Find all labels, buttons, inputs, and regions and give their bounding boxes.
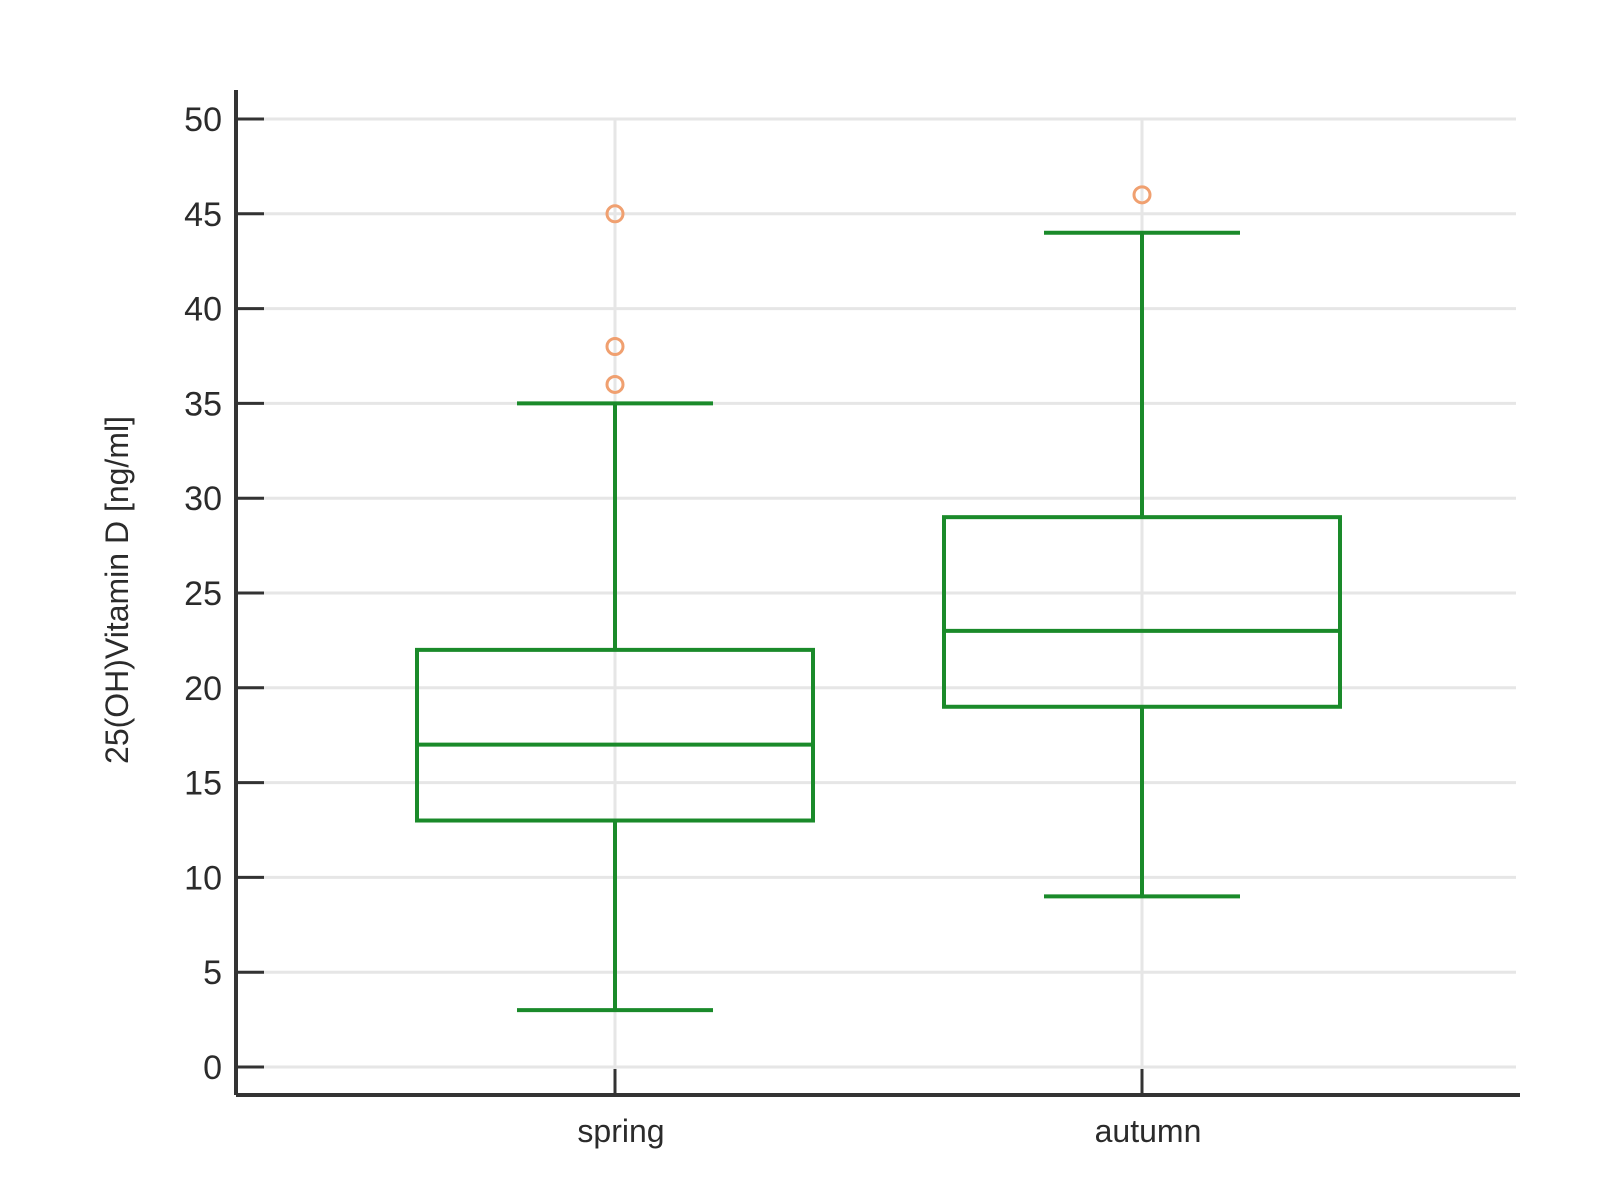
outlier-point [1132, 185, 1152, 205]
axes: 0 5 10 15 20 25 30 35 40 45 50 spring autumn [184, 90, 1520, 1149]
x-tick-label-spring: spring [577, 1113, 664, 1149]
y-tick-label: 0 [203, 1049, 222, 1087]
interquartile-box [942, 515, 1342, 709]
y-tick-label: 15 [184, 765, 222, 803]
y-tick-label: 40 [184, 291, 222, 329]
boxes [415, 185, 1342, 1013]
x-tick-label-autumn: autumn [1095, 1113, 1202, 1149]
y-tick-label: 30 [184, 480, 222, 518]
y-axis-label: 25(OH)Vitamin D [ng/ml] [99, 416, 135, 764]
grid-lines [236, 117, 1516, 1095]
outlier-point [605, 337, 625, 357]
y-tick-label: 35 [184, 385, 222, 423]
y-tick-label: 5 [203, 954, 222, 992]
y-tick-label: 45 [184, 196, 222, 234]
box-spring [415, 204, 815, 1013]
y-tick-label: 20 [184, 670, 222, 708]
interquartile-box [415, 647, 815, 823]
outlier-point [605, 204, 625, 224]
y-tick-label: 50 [184, 101, 222, 139]
y-tick-label: 10 [184, 859, 222, 897]
box-autumn [942, 185, 1342, 899]
outlier-point [605, 374, 625, 394]
y-tick-label: 25 [184, 575, 222, 613]
